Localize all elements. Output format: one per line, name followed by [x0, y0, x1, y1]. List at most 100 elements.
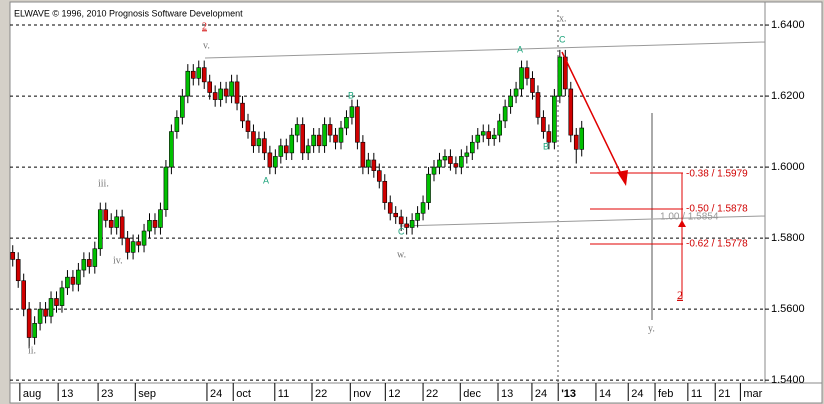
candle-body	[212, 92, 218, 100]
x-tick-label: 24	[631, 388, 643, 400]
candle-body	[141, 230, 147, 246]
wave-label: x.	[559, 13, 567, 24]
x-tick-label: 12	[388, 388, 400, 400]
x-tick-label: nov	[353, 388, 371, 400]
candle-body	[65, 276, 70, 289]
target-label: 1.00 / 1.5854	[660, 212, 719, 223]
candle-body	[245, 120, 251, 132]
candle-body	[437, 159, 442, 168]
x-tick-label: mar	[743, 388, 762, 400]
candle-body	[70, 276, 76, 285]
candle-body	[54, 298, 59, 306]
candle-body	[218, 88, 223, 100]
candle-body	[497, 120, 502, 136]
candle-body	[398, 216, 404, 225]
candle-body	[108, 220, 114, 228]
wave-label: A	[517, 44, 523, 54]
candle-body	[442, 156, 448, 161]
candle-body	[256, 138, 262, 147]
candle-body	[37, 308, 43, 324]
candle-body	[283, 145, 289, 154]
wave-label: C	[398, 226, 405, 236]
candle-body	[300, 124, 305, 154]
x-tick-label: dec	[463, 388, 481, 400]
candle-body	[316, 134, 322, 147]
candle-body	[125, 237, 130, 253]
x-tick-label: 13	[61, 388, 73, 400]
candle-body	[158, 209, 163, 228]
candle-body	[43, 308, 48, 317]
x-tick-label: 22	[426, 388, 438, 400]
candle-body	[32, 323, 37, 338]
candle-body	[223, 88, 229, 97]
candle-body	[541, 117, 546, 132]
candle-body	[563, 56, 568, 90]
candle-body	[81, 259, 87, 271]
candle-body	[278, 145, 284, 157]
candle-body	[327, 124, 333, 136]
candle-body	[92, 248, 98, 267]
candle-body	[464, 152, 470, 157]
candle-body	[502, 106, 508, 122]
wave-label: C	[559, 34, 566, 44]
x-tick-label: 11	[278, 388, 289, 400]
candle-body	[59, 287, 65, 306]
arrow-head	[617, 170, 628, 186]
wave-label: 2	[202, 21, 207, 32]
y-tick-label: 1.5600	[771, 303, 805, 315]
wave-label: A	[263, 175, 269, 185]
candle-body	[420, 202, 426, 214]
x-tick-label: sep	[138, 388, 156, 400]
candle-body	[147, 220, 152, 232]
y-tick-label: 1.6400	[771, 19, 805, 31]
candle-body	[431, 166, 437, 175]
x-tick-label: 24	[535, 388, 547, 400]
wave-label: B	[543, 141, 549, 151]
candle-body	[573, 134, 579, 150]
wave-label: iii.	[98, 178, 109, 189]
candle-body	[552, 95, 557, 143]
candle-body	[513, 88, 519, 97]
candle-body	[267, 152, 273, 168]
candle-body	[344, 117, 349, 129]
wave-label: ii.	[28, 345, 36, 356]
x-tick-label: aug	[23, 388, 41, 400]
x-tick-label: 13	[501, 388, 513, 400]
candle-body	[322, 124, 327, 147]
candle-body	[448, 156, 453, 164]
candle-body	[174, 117, 180, 132]
target-arrow	[678, 220, 686, 227]
x-tick-label: '13	[561, 388, 576, 400]
candle-body	[508, 95, 513, 108]
wave-label: iv.	[113, 255, 123, 266]
candle-body	[333, 134, 338, 143]
candle-body	[415, 212, 420, 221]
wave-label: w.	[397, 249, 406, 260]
candle-body	[535, 92, 541, 118]
candle-body	[130, 241, 136, 253]
candle-body	[229, 81, 234, 97]
candle-body	[251, 131, 256, 147]
x-tick-label: oct	[236, 388, 251, 400]
trend-line	[204, 41, 766, 59]
candle-body	[366, 159, 371, 168]
x-tick-label: 24	[210, 388, 222, 400]
candle-body	[355, 106, 360, 143]
candle-body	[207, 81, 212, 93]
target-label: -0.38 / 1.5979	[686, 169, 748, 180]
candle-body	[119, 216, 125, 239]
candle-body	[491, 134, 497, 139]
candle-body	[409, 220, 415, 228]
wave-label: B	[348, 90, 354, 100]
candle-body	[530, 78, 535, 93]
x-tick-label: feb	[658, 388, 673, 400]
candle-body	[557, 56, 563, 97]
y-tick-label: 1.6200	[771, 90, 805, 102]
candle-body	[426, 173, 431, 203]
candle-body	[486, 131, 492, 139]
candle-body	[470, 141, 475, 154]
candle-body	[15, 259, 21, 282]
candle-body	[10, 252, 16, 260]
trend-line	[399, 215, 766, 227]
